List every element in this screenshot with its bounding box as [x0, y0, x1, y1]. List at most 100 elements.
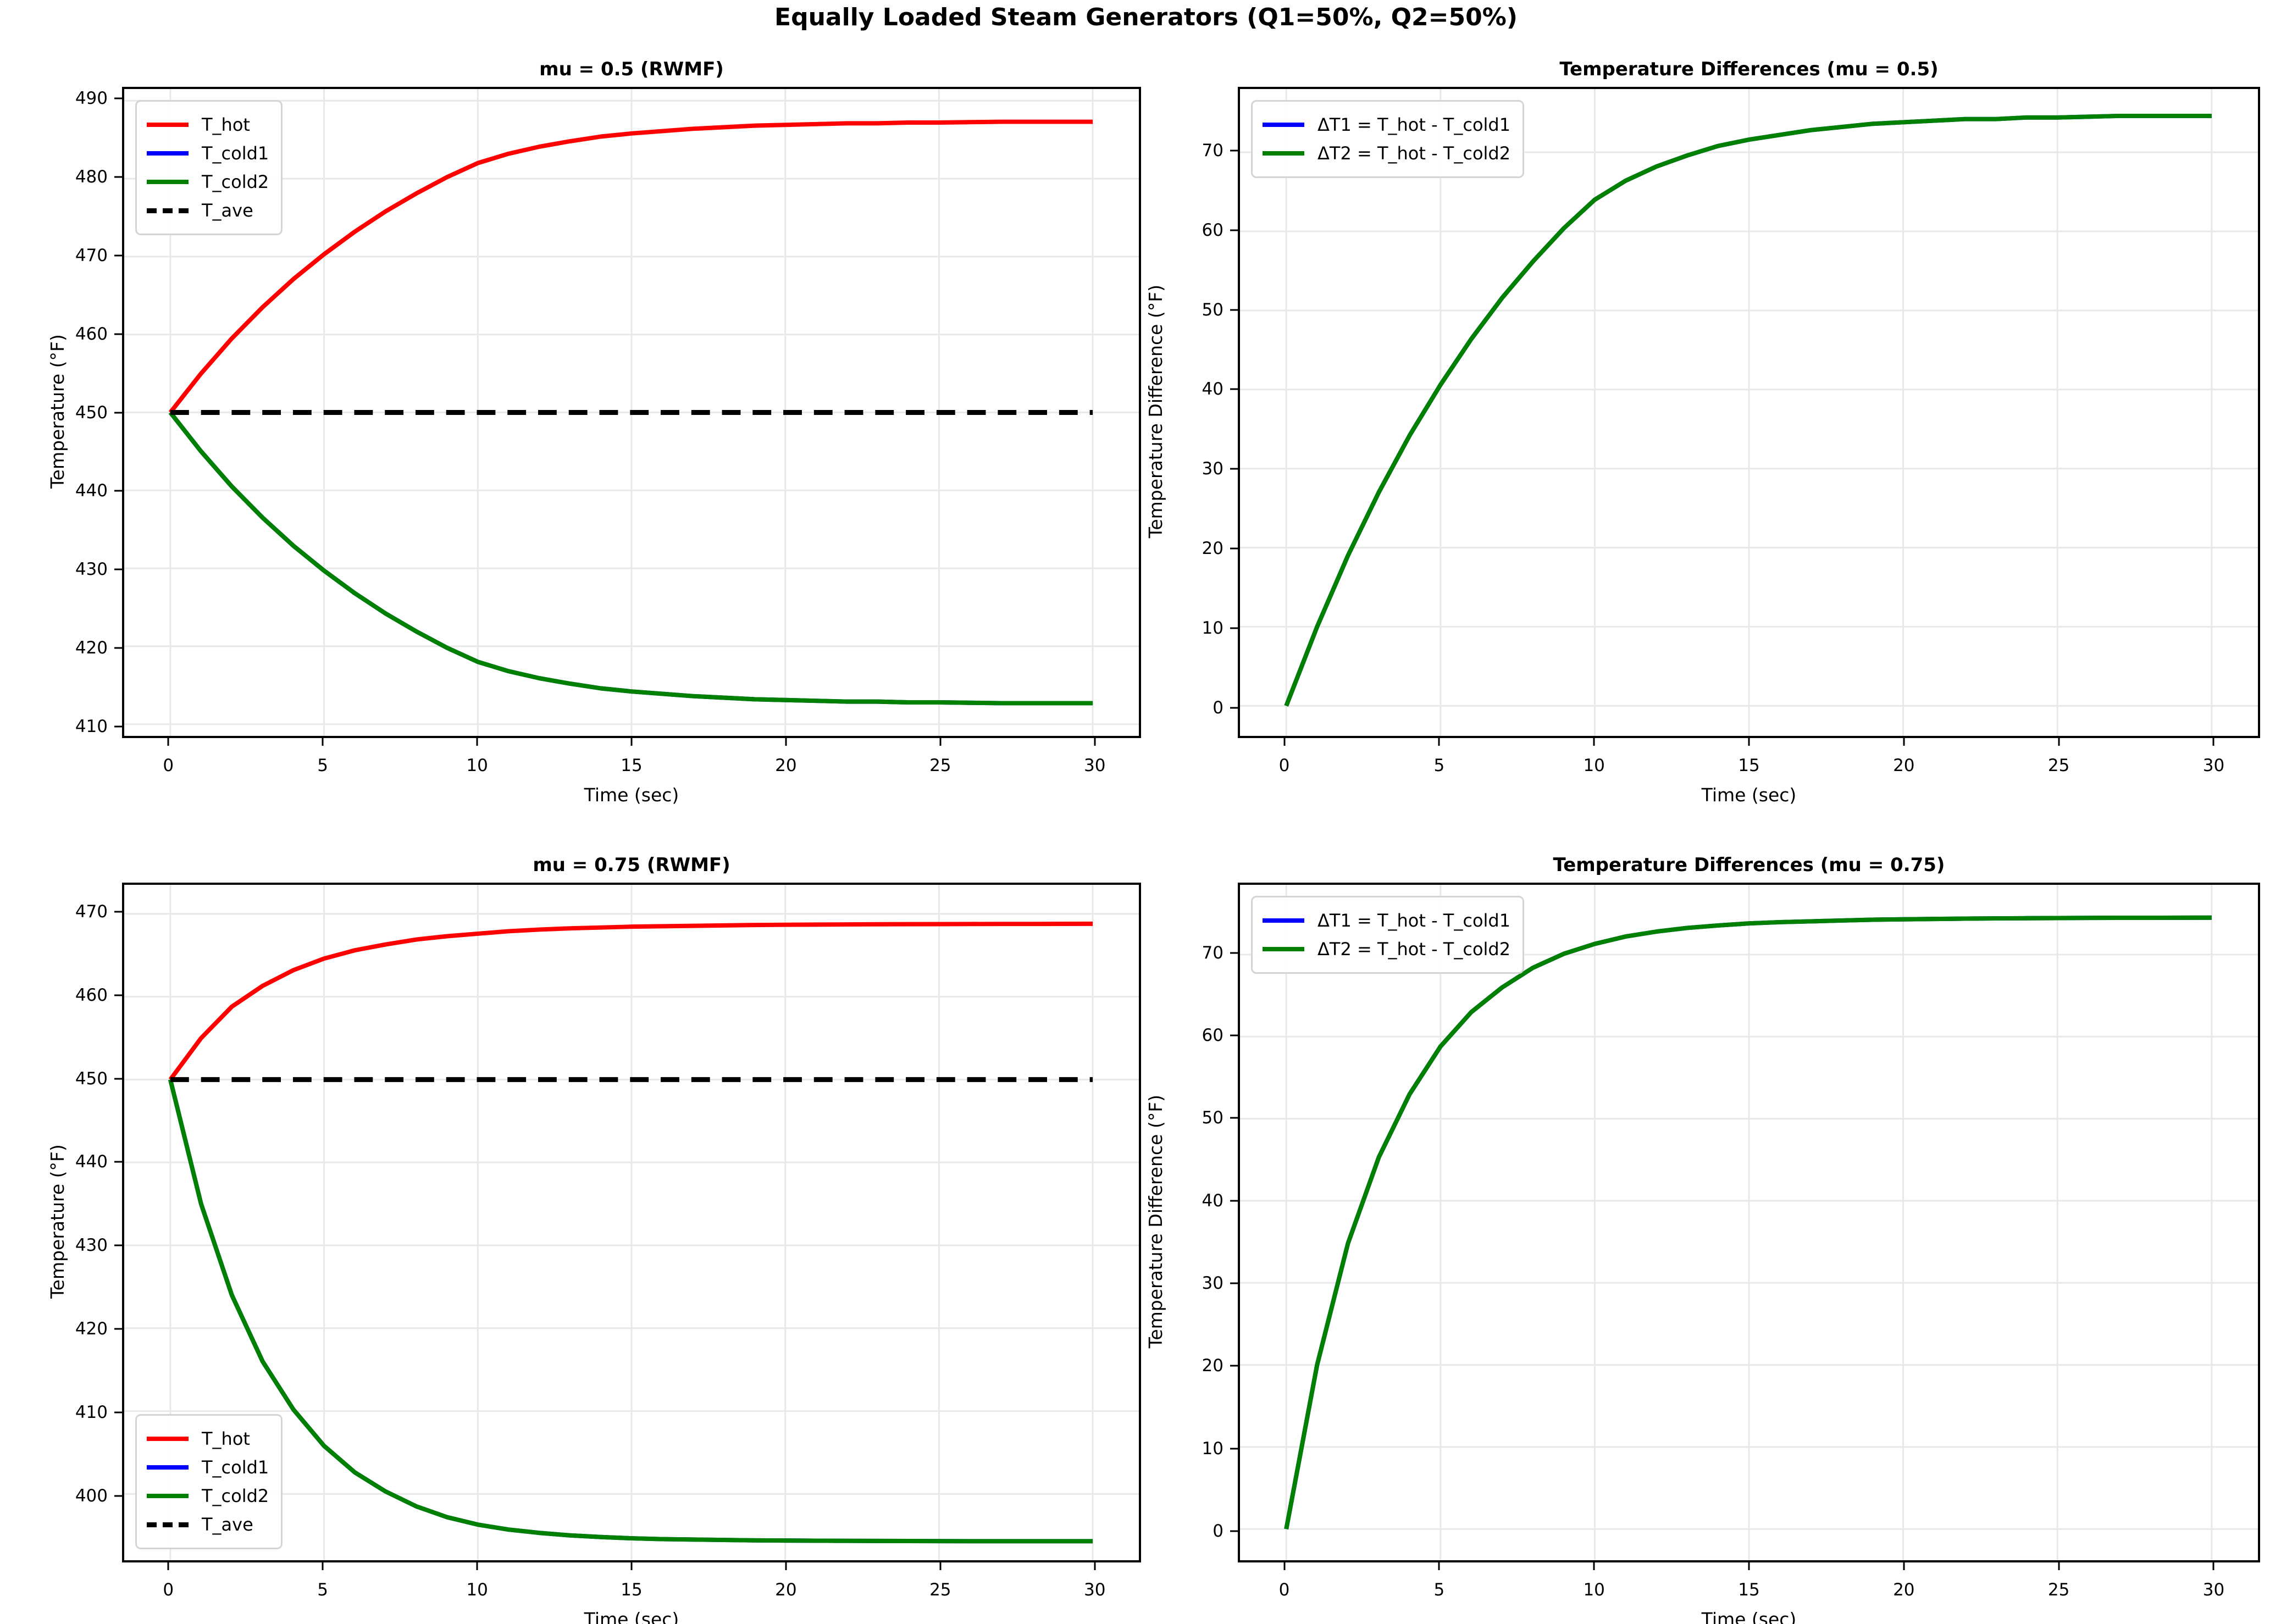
- legend-item[interactable]: ΔT2 = T_hot - T_cold2: [1263, 139, 1510, 168]
- legend-item[interactable]: ΔT2 = T_hot - T_cold2: [1263, 935, 1510, 963]
- legend: ΔT1 = T_hot - T_cold1 ΔT2 = T_hot - T_col…: [1251, 896, 1525, 974]
- legend-item-label: T_hot: [202, 114, 250, 135]
- legend: ΔT1 = T_hot - T_cold1 ΔT2 = T_hot - T_col…: [1251, 100, 1525, 178]
- x-axis-label: Time (sec): [584, 1609, 679, 1624]
- y-tick-label: 460: [75, 324, 108, 344]
- y-tick-mark: [1230, 952, 1238, 954]
- y-tick-mark: [114, 911, 122, 913]
- plot-canvas: [124, 89, 1139, 736]
- subplot-temps_mu_075: mu = 0.75 (RWMF) T_hot T_cold1 T_cold2 T_ave…: [47, 854, 1141, 1624]
- x-tick-mark: [785, 1562, 787, 1570]
- legend-item[interactable]: T_cold1: [147, 1453, 269, 1482]
- x-tick-mark: [1283, 738, 1286, 746]
- x-tick-mark: [2212, 738, 2215, 746]
- y-tick-mark: [114, 568, 122, 570]
- legend-item[interactable]: T_ave: [147, 1510, 269, 1539]
- y-tick-label: 470: [75, 902, 108, 922]
- legend-line-swatch-icon: [1263, 918, 1304, 923]
- subplot-title: mu = 0.75 (RWMF): [533, 854, 730, 876]
- plot-area: T_hot T_cold1 T_cold2 T_ave: [122, 883, 1141, 1562]
- x-tick-label: 25: [929, 756, 951, 775]
- y-tick-label: 10: [1202, 618, 1223, 639]
- legend-line-swatch-icon: [147, 123, 189, 127]
- y-tick-label: 460: [75, 985, 108, 1005]
- y-tick-mark: [114, 1495, 122, 1497]
- legend-line-swatch-icon: [1263, 947, 1304, 951]
- x-tick-label: 5: [1433, 1580, 1445, 1600]
- x-tick-label: 10: [466, 756, 488, 775]
- y-tick-mark: [114, 97, 122, 99]
- legend-item[interactable]: T_cold1: [147, 139, 269, 168]
- y-tick-label: 450: [75, 402, 108, 423]
- x-axis-label: Time (sec): [1701, 784, 1797, 806]
- y-tick-label: 430: [75, 559, 108, 580]
- y-tick-mark: [1230, 1117, 1238, 1119]
- x-tick-label: 5: [317, 1580, 329, 1600]
- x-tick-label: 20: [775, 756, 797, 775]
- y-tick-label: 40: [1202, 379, 1223, 400]
- subplot-title: Temperature Differences (mu = 0.5): [1559, 58, 1939, 80]
- x-tick-label: 0: [163, 1580, 174, 1600]
- y-tick-label: 490: [75, 88, 108, 109]
- y-tick-label: 450: [75, 1068, 108, 1089]
- y-tick-label: 470: [75, 245, 108, 265]
- x-tick-label: 5: [317, 756, 329, 775]
- y-tick-mark: [114, 490, 122, 492]
- y-tick-mark: [114, 994, 122, 996]
- y-tick-mark: [114, 176, 122, 178]
- x-tick-mark: [2058, 1562, 2060, 1570]
- x-tick-mark: [322, 1562, 324, 1570]
- legend-item[interactable]: ΔT1 = T_hot - T_cold1: [1263, 906, 1510, 935]
- x-tick-mark: [1438, 1562, 1440, 1570]
- y-tick-mark: [1230, 468, 1238, 470]
- series-line-t2-t-hot-t-cold2: [1284, 113, 2212, 707]
- plot-area: ΔT1 = T_hot - T_cold1 ΔT2 = T_hot - T_col…: [1238, 87, 2260, 738]
- legend: T_hot T_cold1 T_cold2 T_ave: [135, 100, 283, 235]
- y-tick-mark: [114, 1161, 122, 1163]
- y-tick-label: 410: [75, 716, 108, 736]
- legend-item[interactable]: T_ave: [147, 196, 269, 225]
- y-tick-mark: [114, 647, 122, 649]
- y-tick-label: 480: [75, 167, 108, 187]
- y-tick-label: 410: [75, 1402, 108, 1422]
- x-tick-mark: [939, 1562, 942, 1570]
- legend-item[interactable]: ΔT1 = T_hot - T_cold1: [1263, 110, 1510, 139]
- x-tick-mark: [2212, 1562, 2215, 1570]
- y-tick-label: 60: [1202, 1026, 1223, 1046]
- x-tick-mark: [476, 1562, 478, 1570]
- y-axis-label: Temperature Difference (°F): [1144, 284, 1166, 538]
- legend-line-swatch-icon: [147, 208, 189, 213]
- legend-item[interactable]: T_cold2: [147, 168, 269, 196]
- x-tick-mark: [630, 738, 633, 746]
- x-tick-mark: [939, 738, 942, 746]
- legend-item[interactable]: T_hot: [147, 1425, 269, 1453]
- x-tick-label: 0: [1278, 756, 1290, 775]
- y-tick-mark: [1230, 1365, 1238, 1367]
- legend-line-swatch-icon: [147, 1522, 189, 1527]
- legend-line-swatch-icon: [147, 151, 189, 156]
- y-tick-mark: [114, 333, 122, 335]
- y-axis-label: Temperature (°F): [46, 334, 68, 489]
- x-tick-label: 25: [929, 1580, 951, 1600]
- legend-line-swatch-icon: [147, 1437, 189, 1441]
- x-tick-label: 25: [2047, 756, 2070, 775]
- series-line-t-hot: [168, 921, 1093, 1081]
- legend-item[interactable]: T_hot: [147, 110, 269, 139]
- legend-item-label: T_cold2: [202, 1486, 269, 1506]
- legend-item-label: ΔT1 = T_hot - T_cold1: [1317, 114, 1511, 135]
- legend-item-label: T_ave: [202, 1514, 253, 1535]
- y-tick-label: 30: [1202, 1273, 1223, 1293]
- y-tick-label: 420: [75, 638, 108, 658]
- legend-item-label: T_hot: [202, 1428, 250, 1449]
- legend-item[interactable]: T_cold2: [147, 1482, 269, 1510]
- x-tick-label: 15: [621, 756, 643, 775]
- series-line-t-hot: [168, 119, 1093, 414]
- x-tick-label: 30: [2202, 756, 2225, 775]
- legend-line-swatch-icon: [147, 1494, 189, 1498]
- x-tick-mark: [630, 1562, 633, 1570]
- y-tick-label: 420: [75, 1319, 108, 1339]
- x-tick-mark: [1593, 1562, 1595, 1570]
- y-tick-label: 0: [1213, 697, 1223, 718]
- x-tick-label: 10: [466, 1580, 488, 1600]
- y-tick-mark: [1230, 1448, 1238, 1450]
